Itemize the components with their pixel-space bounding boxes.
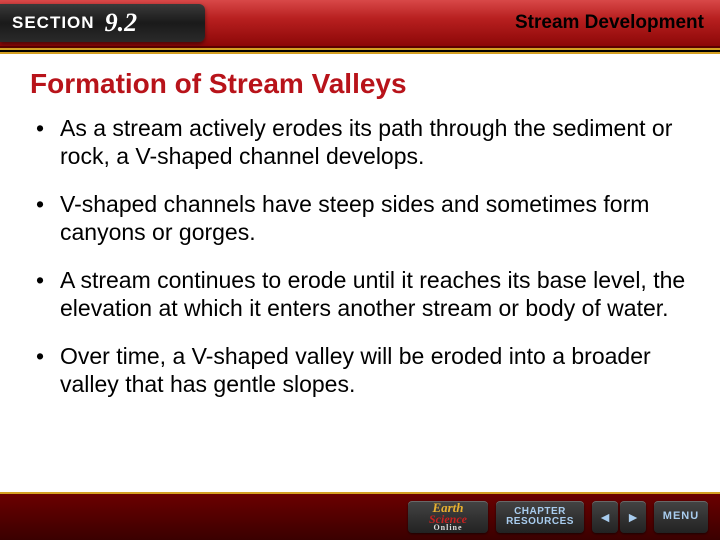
list-item: A stream continues to erode until it rea…: [30, 266, 692, 322]
footer-bar: Earth Science Online CHAPTER RESOURCES ◄…: [0, 492, 720, 540]
resources-label: RESOURCES: [506, 516, 574, 527]
menu-label: MENU: [663, 511, 699, 523]
nav-arrows: ◄ ►: [592, 501, 646, 533]
list-item: V-shaped channels have steep sides and s…: [30, 190, 692, 246]
slide-container: SECTION 9.2 Stream Development Formation…: [0, 0, 720, 540]
list-item: Over time, a V-shaped valley will be ero…: [30, 342, 692, 398]
section-banner: SECTION 9.2: [0, 4, 205, 42]
content-area: Formation of Stream Valleys As a stream …: [0, 54, 720, 492]
menu-button[interactable]: MENU: [654, 501, 708, 533]
chapter-label: CHAPTER: [514, 506, 566, 517]
content-heading: Formation of Stream Valleys: [30, 68, 692, 100]
list-item: As a stream actively erodes its path thr…: [30, 114, 692, 170]
section-label: SECTION: [12, 13, 95, 33]
chevron-right-icon: ►: [626, 509, 640, 525]
chapter-resources-button[interactable]: CHAPTER RESOURCES: [496, 501, 584, 533]
next-button[interactable]: ►: [620, 501, 646, 533]
topic-title: Stream Development: [515, 12, 704, 34]
bullet-list: As a stream actively erodes its path thr…: [30, 114, 692, 398]
header-bar: SECTION 9.2 Stream Development: [0, 0, 720, 48]
prev-button[interactable]: ◄: [592, 501, 618, 533]
section-number: 9.2: [105, 8, 138, 38]
chevron-left-icon: ◄: [598, 509, 612, 525]
earth-science-online-button[interactable]: Earth Science Online: [408, 501, 488, 533]
online-label: Online: [429, 524, 467, 532]
